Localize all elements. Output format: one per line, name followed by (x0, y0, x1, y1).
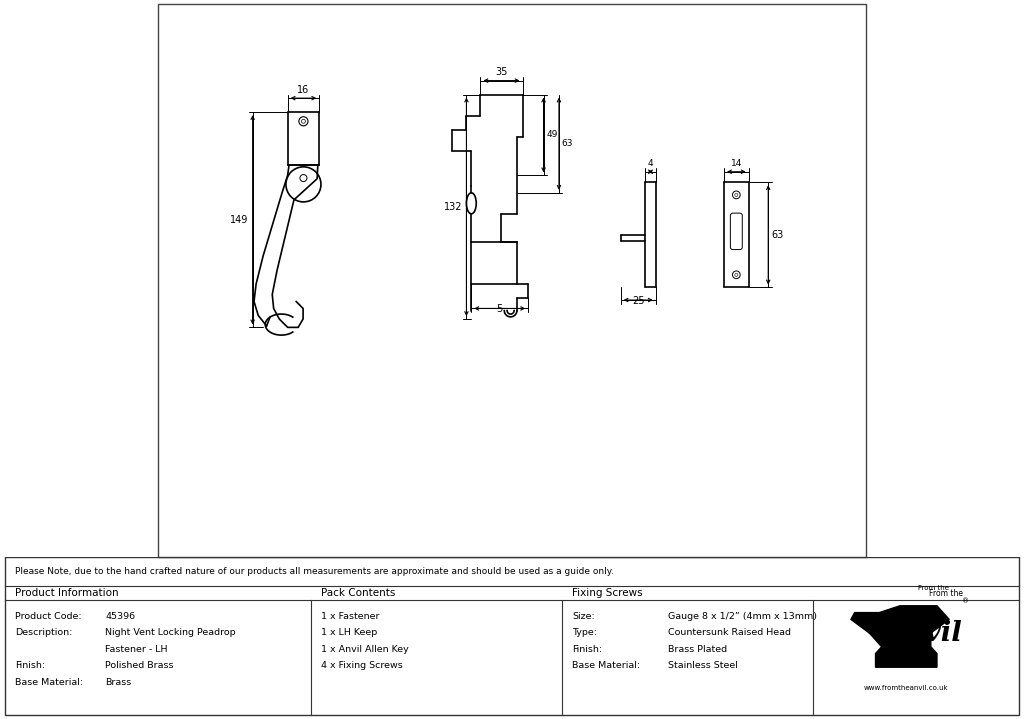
Text: Finish:: Finish: (15, 661, 45, 670)
Text: 1 x Anvil Allen Key: 1 x Anvil Allen Key (322, 645, 409, 654)
Text: Gauge 8 x 1/2” (4mm x 13mm): Gauge 8 x 1/2” (4mm x 13mm) (668, 612, 816, 620)
Text: 4: 4 (647, 159, 653, 168)
Text: Anvil: Anvil (883, 620, 962, 646)
Text: 1 x Fastener: 1 x Fastener (322, 612, 380, 620)
Text: Pack Contents: Pack Contents (322, 588, 395, 598)
Text: Brass Plated: Brass Plated (668, 645, 727, 654)
Text: 4 x Fixing Screws: 4 x Fixing Screws (322, 661, 403, 670)
Polygon shape (869, 605, 949, 667)
Text: ®: ® (962, 599, 969, 605)
Text: Base Material:: Base Material: (15, 678, 83, 687)
Text: 45396: 45396 (105, 612, 135, 620)
Text: 63: 63 (772, 230, 784, 240)
Text: From the: From the (929, 589, 964, 597)
Text: Description:: Description: (15, 628, 73, 637)
Text: Base Material:: Base Material: (572, 661, 640, 670)
Text: From the: From the (919, 585, 949, 591)
Text: 149: 149 (230, 215, 249, 225)
Text: www.fromtheanvil.co.uk: www.fromtheanvil.co.uk (864, 684, 948, 691)
Text: Night Vent Locking Peadrop: Night Vent Locking Peadrop (105, 628, 237, 637)
Text: 63: 63 (562, 139, 573, 148)
Text: Type:: Type: (572, 628, 597, 637)
Text: 14: 14 (731, 159, 742, 168)
Text: 1 x LH Keep: 1 x LH Keep (322, 628, 378, 637)
Text: Product Code:: Product Code: (15, 612, 82, 620)
Text: 49: 49 (547, 130, 558, 139)
Text: 5: 5 (497, 304, 503, 314)
Text: Size:: Size: (572, 612, 595, 620)
Text: Finish:: Finish: (572, 645, 602, 654)
Text: Stainless Steel: Stainless Steel (668, 661, 737, 670)
Text: Fixing Screws: Fixing Screws (572, 588, 643, 598)
Text: Please Note, due to the hand crafted nature of our products all measurements are: Please Note, due to the hand crafted nat… (15, 567, 613, 576)
Text: Polished Brass: Polished Brass (105, 661, 174, 670)
Text: Product Information: Product Information (15, 588, 119, 598)
Text: Brass: Brass (105, 678, 132, 687)
Text: 16: 16 (297, 85, 309, 95)
Text: 25: 25 (632, 296, 644, 306)
Text: Countersunk Raised Head: Countersunk Raised Head (668, 628, 791, 637)
Polygon shape (851, 613, 880, 633)
Text: 132: 132 (443, 202, 462, 212)
Text: 35: 35 (496, 67, 508, 77)
Text: Fastener - LH: Fastener - LH (105, 645, 168, 654)
